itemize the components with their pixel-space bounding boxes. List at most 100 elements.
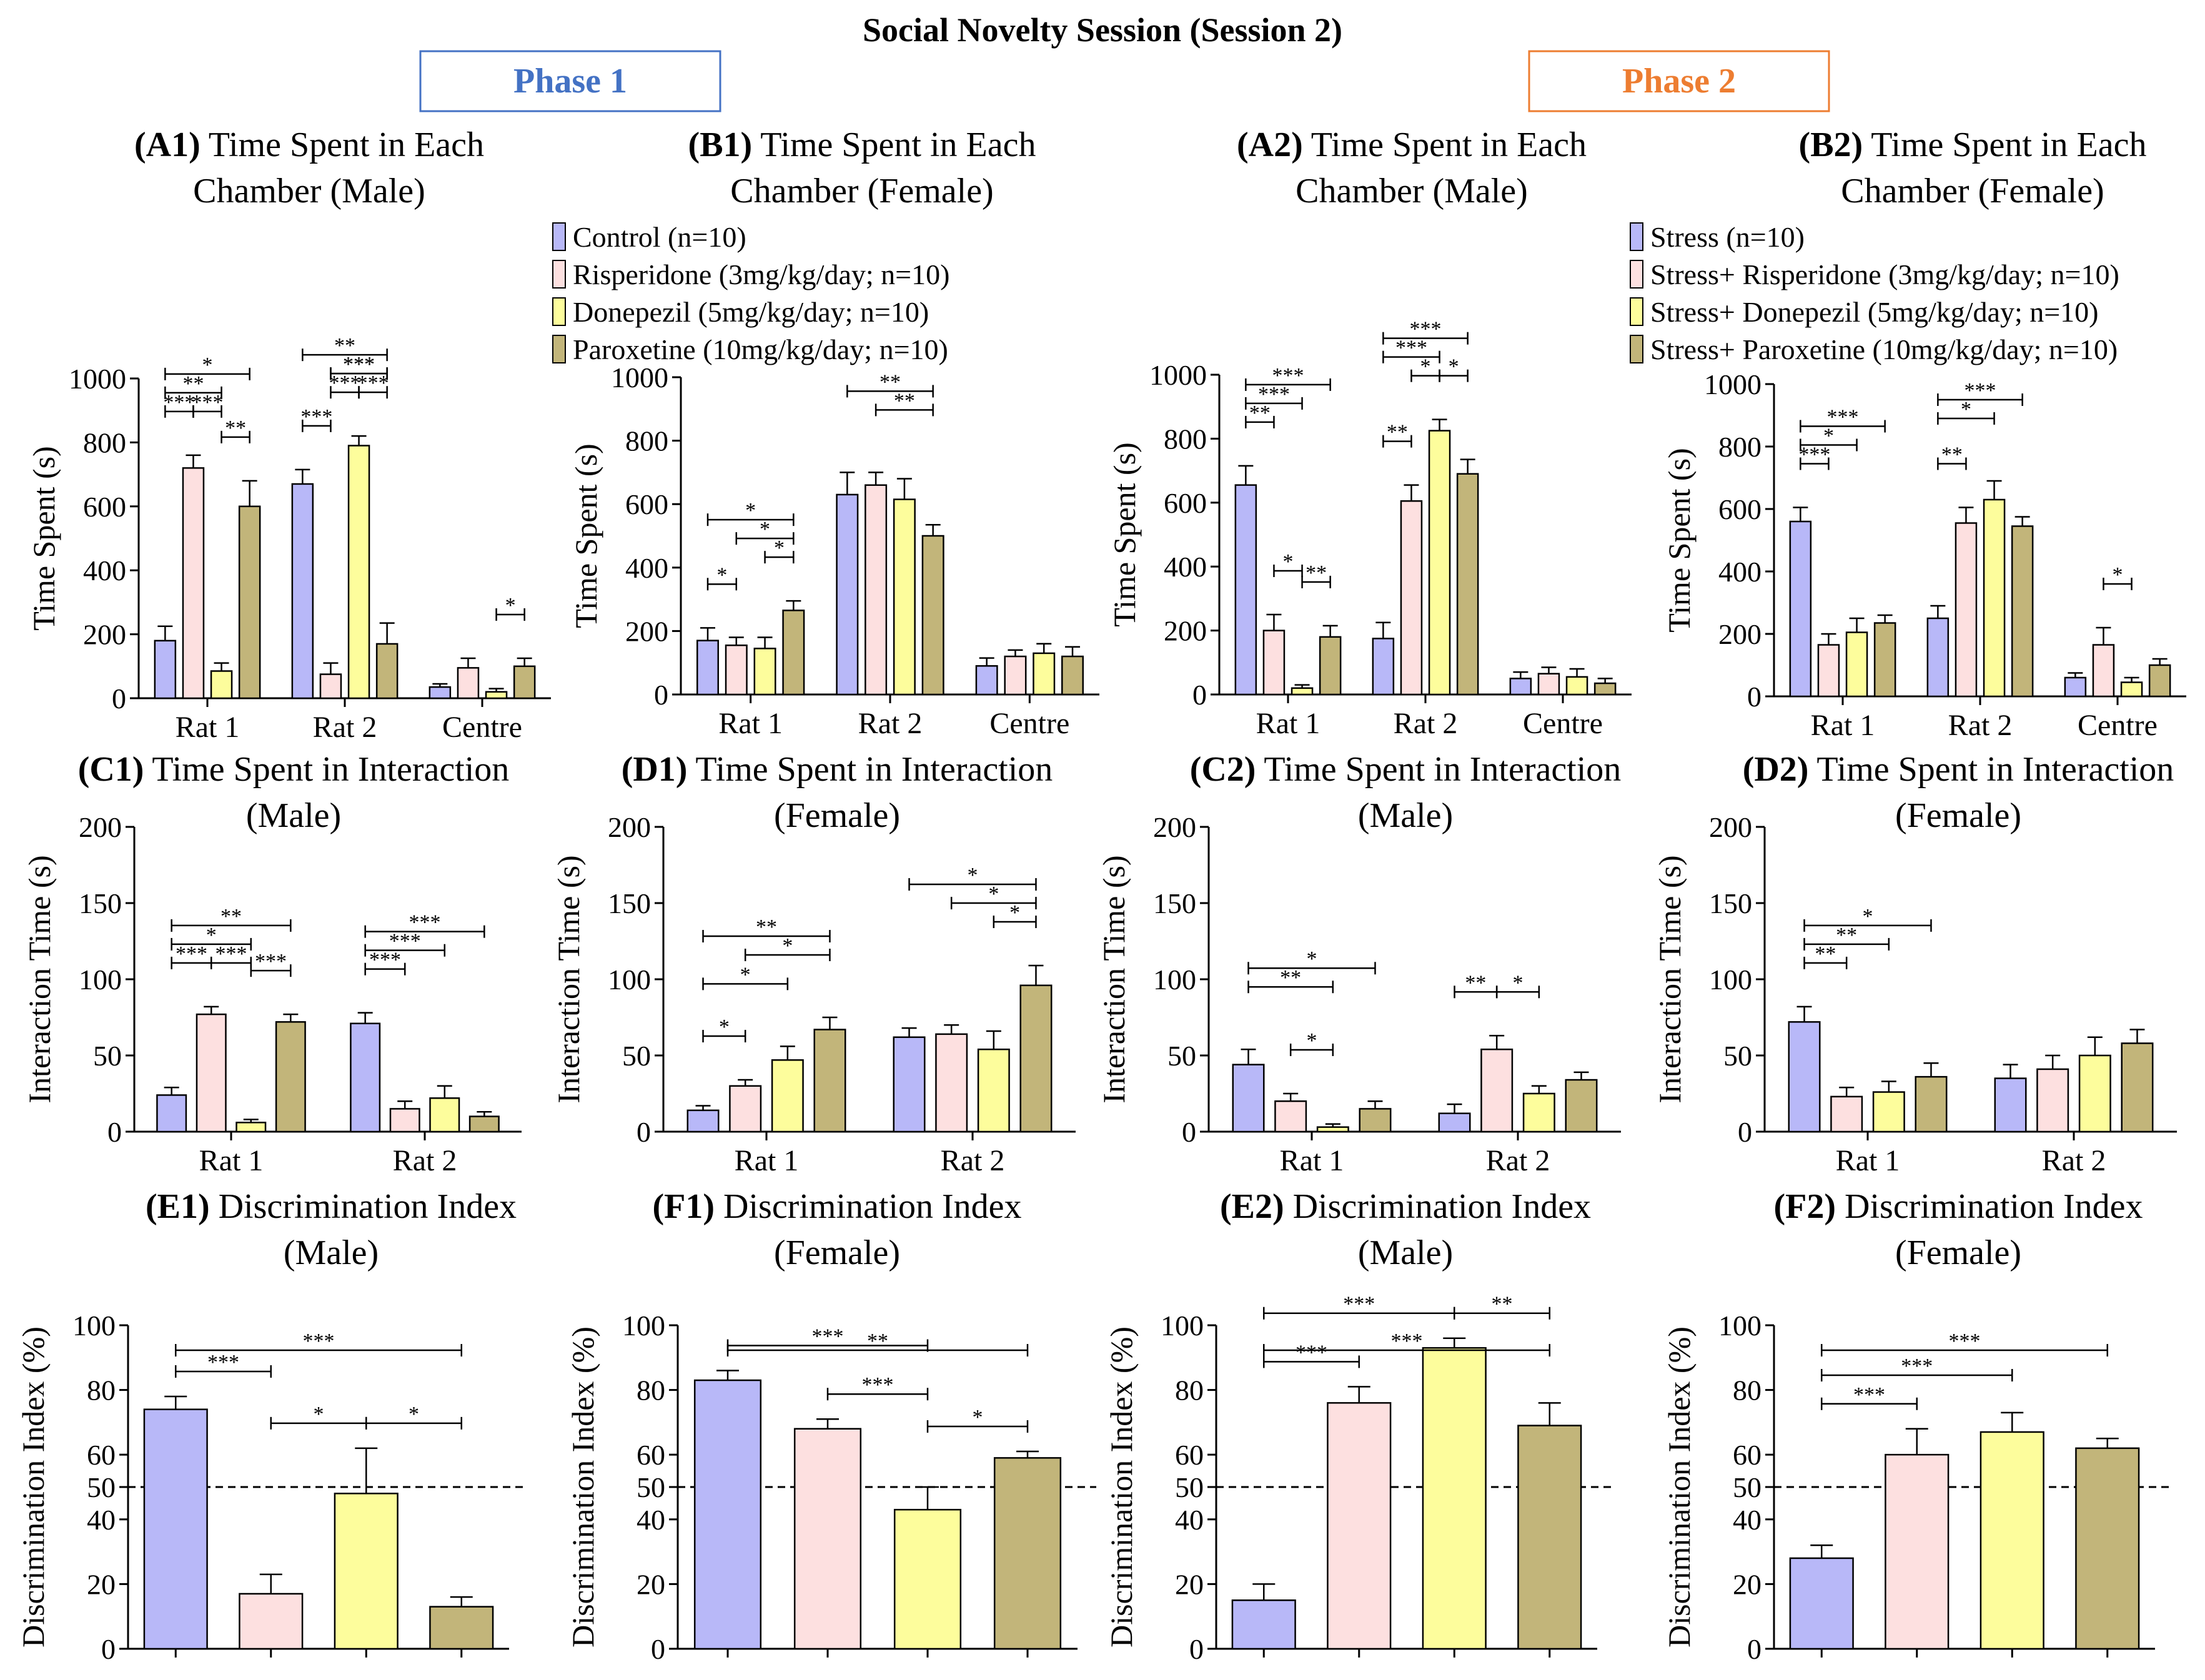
y-tick-label: 80: [637, 1375, 665, 1406]
panel-title: (D1) Time Spent in Interaction: [622, 750, 1053, 789]
bar: [1234, 484, 1257, 696]
y-axis-label: Discrimination Index (%): [1104, 1327, 1139, 1648]
y-tick-label: 50: [622, 1040, 651, 1072]
bar: [1565, 676, 1588, 696]
y-tick-label: 100: [1153, 964, 1196, 996]
panel-b2: (B2) Time Spent in Each Chamber (Female) 0…: [1662, 126, 2186, 742]
bar: [1274, 1100, 1307, 1133]
significance-label: ***: [343, 353, 375, 376]
significance-label: ***: [176, 942, 207, 966]
x-tick-label: Rat 2: [1948, 709, 2013, 742]
bar: [1845, 631, 1868, 698]
panel-title: (B1) Time Spent in Each: [688, 126, 1036, 164]
panel-title: (C2) Time Spent in Interaction: [1190, 750, 1622, 789]
y-tick-label: 0: [654, 679, 668, 711]
bar: [1789, 1557, 1854, 1650]
y-tick-label: 0: [112, 683, 126, 714]
y-tick-label: 200: [1718, 618, 1762, 650]
significance-label: *: [716, 563, 727, 586]
bar: [1428, 430, 1451, 696]
y-tick-label: 1000: [1704, 368, 1762, 400]
y-tick-label: 200: [625, 615, 668, 647]
panel-d2: (D2) Time Spent in Interaction (Female) 0 5…: [1652, 750, 2177, 1177]
bar: [457, 667, 480, 699]
x-tick-label: Rat 1: [1256, 707, 1321, 740]
significance-label: ***: [1391, 1330, 1423, 1353]
bar: [975, 665, 998, 696]
legend-label: Donepezil (5mg/kg/day; n=10): [573, 296, 929, 328]
significance-label: **: [1941, 443, 1963, 467]
bar: [1456, 473, 1479, 696]
bar: [275, 1021, 306, 1133]
bar: [182, 467, 205, 699]
y-tick-label: 1000: [1149, 359, 1207, 391]
bar: [1980, 1431, 2044, 1650]
y-tick-label: 0: [651, 1633, 665, 1665]
phase2-box: [1528, 50, 1830, 112]
significance-label: ***: [216, 942, 247, 966]
bar: [1004, 655, 1027, 696]
x-tick-label: Rat 2: [2042, 1144, 2106, 1177]
significance-label: ***: [1949, 1330, 1981, 1353]
significance-label: ***: [207, 1351, 239, 1374]
bar: [210, 670, 233, 699]
significance-label: ***: [1272, 364, 1304, 387]
legend-label: Stress+ Paroxetine (10mg/kg/day; n=10): [1650, 334, 2118, 365]
y-axis-label: Interaction Time (s): [1096, 855, 1131, 1103]
significance-label: ***: [862, 1373, 894, 1396]
x-tick-label: Centre: [2078, 709, 2158, 742]
bar: [2078, 1054, 2111, 1133]
y-tick-label: 200: [1153, 811, 1196, 843]
x-tick-label: Rat 1: [176, 711, 240, 744]
legend-phase1: Control (n=10) Risperidone (3mg/kg/day; n…: [552, 221, 949, 365]
bar: [1231, 1599, 1296, 1650]
panel-e1: (E1) Discrimination Index (Male) 0 20 405060…: [16, 1187, 528, 1665]
bar: [782, 610, 805, 696]
significance-label: *: [760, 518, 770, 541]
y-tick-label: 20: [1733, 1568, 1762, 1600]
y-tick-label: 20: [1175, 1568, 1204, 1600]
x-tick-label: Rat 2: [941, 1144, 1005, 1177]
y-tick-label: 1000: [69, 363, 126, 395]
bar: [1517, 1425, 1582, 1650]
bar: [921, 535, 944, 696]
bar: [1983, 498, 2006, 698]
y-tick-label: 100: [79, 964, 122, 996]
bar: [350, 1022, 381, 1133]
bar: [1873, 622, 1896, 698]
y-tick-label: 80: [1733, 1375, 1762, 1406]
y-tick-label: 150: [608, 887, 651, 919]
y-axis-label: Time Spent (s): [568, 443, 603, 628]
significance-label: ***: [343, 353, 375, 376]
bar: [291, 483, 314, 699]
significance-label: **: [334, 334, 355, 357]
significance-label: **: [867, 1330, 888, 1353]
panel-a2: (A2) Time Spent in Each Chamber (Male) 0 20…: [1107, 126, 1632, 740]
bar: [1926, 617, 1950, 698]
legend-label: Risperidone (3mg/kg/day; n=10): [573, 259, 949, 290]
bar: [1372, 638, 1395, 696]
y-tick-label: 100: [1709, 964, 1752, 996]
significance-label: ***: [1853, 1383, 1885, 1406]
y-tick-label: 0: [1747, 1633, 1762, 1665]
bar: [865, 484, 888, 696]
bar: [1400, 500, 1423, 696]
bar: [2148, 664, 2171, 698]
significance-label: **: [225, 417, 246, 440]
significance-label: ***: [389, 930, 421, 953]
y-axis-label: Discrimination Index (%): [16, 1327, 51, 1648]
bar: [143, 1408, 208, 1650]
y-tick-label: 60: [87, 1439, 116, 1471]
significance-label: *: [719, 1015, 730, 1039]
bar: [1522, 1092, 1555, 1133]
significance-label: *: [973, 1406, 983, 1429]
x-tick-label: Rat 2: [858, 707, 923, 740]
significance-label: ***: [1343, 1293, 1375, 1316]
panel-title-line2: Chamber (Female): [1841, 172, 2104, 210]
bar: [1593, 682, 1617, 696]
bar: [1788, 1021, 1821, 1133]
bar: [893, 1509, 962, 1650]
y-tick-label: 0: [1192, 679, 1207, 711]
bar: [686, 1109, 720, 1133]
